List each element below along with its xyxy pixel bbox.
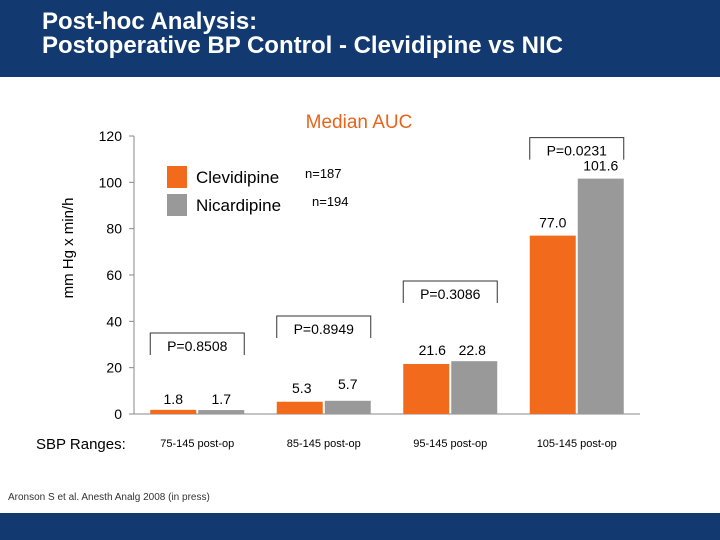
bar-clevidipine — [276, 401, 323, 414]
bracket-line — [402, 280, 498, 303]
value-label: 1.8 — [164, 391, 184, 407]
bar-clevidipine — [529, 235, 576, 414]
chart-title: Median AUC — [306, 112, 413, 133]
y-tick-label: 120 — [99, 128, 123, 144]
value-label: 5.3 — [292, 380, 312, 396]
legend-swatch-nicardipine — [167, 194, 187, 216]
bracket-line — [529, 137, 625, 160]
y-tick-label: 0 — [114, 406, 122, 422]
p-value-label: P=0.3086 — [420, 286, 481, 302]
x-tick-label: 75-145 post-op — [160, 438, 234, 450]
value-label: 101.6 — [583, 158, 618, 174]
bar-nicardipine — [324, 400, 371, 414]
value-label: 5.7 — [338, 376, 358, 392]
value-label: 1.7 — [212, 391, 232, 407]
y-axis-label: mm Hg x min/h — [60, 198, 77, 299]
bars — [150, 178, 624, 414]
legend-label: Nicardipine — [196, 196, 281, 215]
y-tick-label: 60 — [106, 267, 122, 283]
x-tick-label: 85-145 post-op — [287, 438, 361, 450]
p-value-label: P=0.8508 — [167, 338, 228, 354]
y-tick-label: 100 — [99, 174, 123, 190]
x-tick-label: 95-145 post-op — [413, 438, 487, 450]
p-value-label: P=0.8949 — [294, 321, 355, 337]
bar-nicardipine — [577, 178, 624, 414]
legend-n: n=194 — [312, 194, 349, 209]
p-value-label: P=0.0231 — [547, 143, 608, 159]
legend-n: n=187 — [305, 166, 342, 181]
x-tick-label: 105-145 post-op — [537, 438, 617, 450]
bar-clevidipine — [403, 363, 450, 414]
y-tick-label: 20 — [106, 360, 122, 376]
bracket-line — [149, 332, 245, 355]
title-line-2: Postoperative BP Control - Clevidipine v… — [42, 32, 563, 59]
x-axis-label: SBP Ranges: — [36, 436, 126, 453]
p-value-bracket: P=0.8508 — [149, 332, 245, 355]
value-label: 77.0 — [539, 215, 566, 231]
legend-label: Clevidipine — [196, 168, 279, 187]
footer-bar — [0, 513, 720, 540]
y-tick-label: 80 — [106, 221, 122, 237]
y-tick-label: 40 — [106, 313, 122, 329]
bar-nicardipine — [451, 361, 498, 414]
bracket-line — [276, 315, 372, 338]
data-labels: 75-145 post-op 1.8 1.7 85-145 post-op 5.3 5.7… — [160, 158, 618, 450]
bar-nicardipine — [198, 410, 245, 414]
p-value-bracket: P=0.0231 — [529, 137, 625, 160]
value-label: 21.6 — [419, 342, 446, 358]
p-values: P=0.8508 P=0.8949 P=0.3086 P=0.0231 — [149, 137, 625, 355]
legend-swatch-clevidipine — [167, 166, 187, 188]
value-label: 22.8 — [459, 342, 486, 358]
title-line-1: Post-hoc Analysis: — [42, 8, 258, 35]
p-value-bracket: P=0.8949 — [276, 315, 372, 338]
citation: Aronson S et al. Anesth Analg 2008 (in p… — [8, 492, 210, 503]
header-banner: Post-hoc Analysis: Postoperative BP Cont… — [0, 0, 720, 77]
slide-title: Post-hoc Analysis: Postoperative BP Cont… — [42, 10, 563, 58]
legend: Clevidipine n=187 Nicardipine n=194 — [167, 166, 349, 216]
bar-clevidipine — [150, 409, 197, 414]
p-value-bracket: P=0.3086 — [402, 280, 498, 303]
